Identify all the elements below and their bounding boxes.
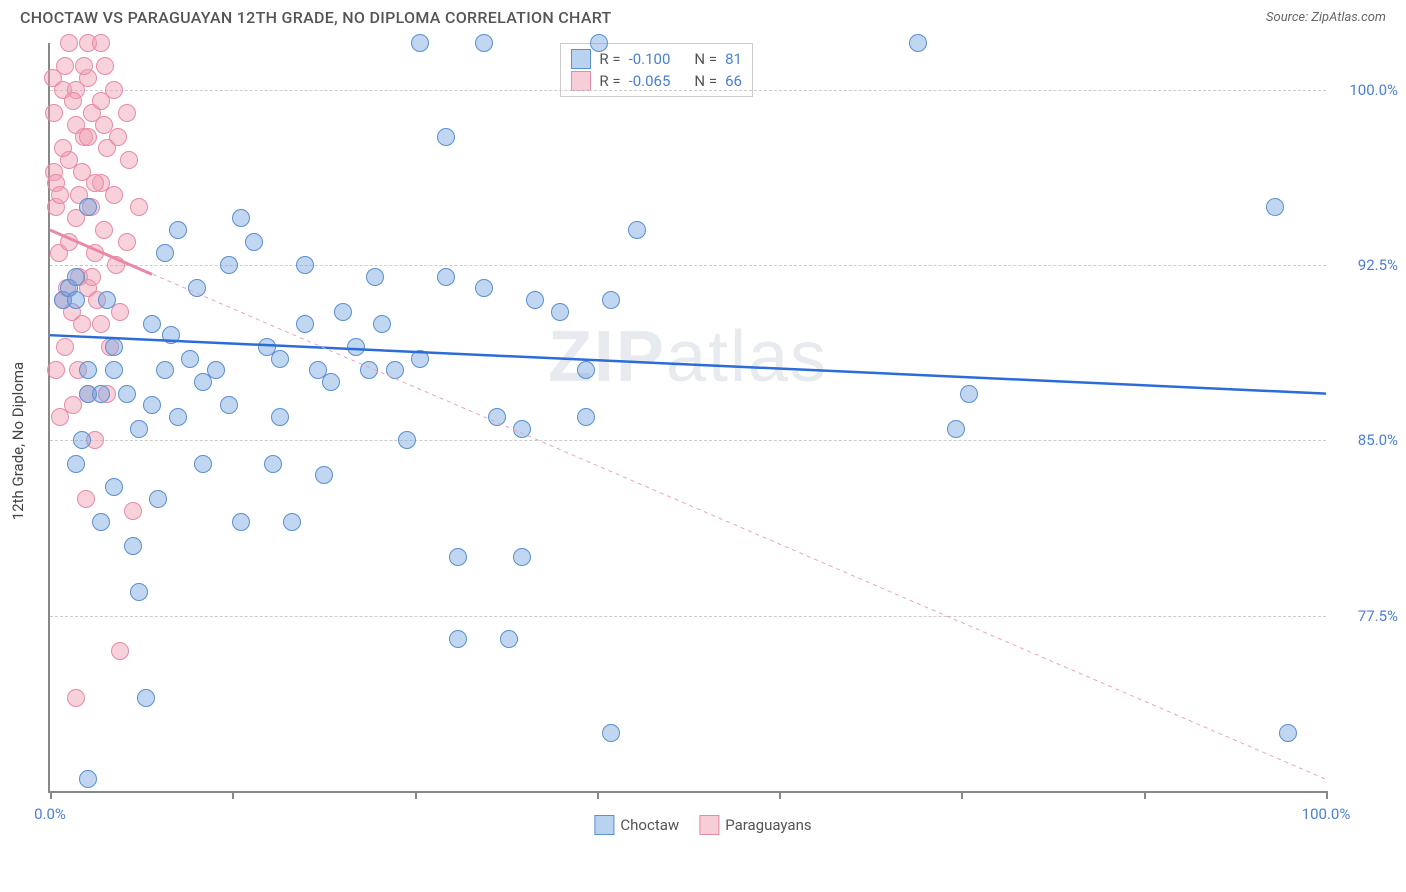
x-tick-label: 100.0% <box>1302 805 1351 823</box>
trend-overlay <box>50 43 1326 791</box>
legend-item: Paraguayans <box>699 815 811 835</box>
y-tick-label: 77.5% <box>1334 607 1398 625</box>
x-tick-mark <box>1144 791 1146 799</box>
source-attribution: Source: ZipAtlas.com <box>1266 10 1386 25</box>
legend-series: Choctaw Paraguayans <box>594 815 811 835</box>
legend-label: Choctaw <box>620 816 679 834</box>
x-tick-mark <box>961 791 963 799</box>
y-tick-label: 92.5% <box>1334 256 1398 274</box>
y-tick-label: 100.0% <box>1334 81 1398 99</box>
legend-label: Paraguayans <box>725 816 811 834</box>
x-tick-label: 0.0% <box>34 805 66 823</box>
legend-swatch-pink <box>699 815 719 835</box>
legend-swatch-blue <box>594 815 614 835</box>
x-tick-mark <box>779 791 781 799</box>
legend-item: Choctaw <box>594 815 679 835</box>
correlation-chart: 12th Grade, No Diploma ZIPatlas R = -0.1… <box>0 31 1406 851</box>
x-tick-mark <box>597 791 599 799</box>
x-tick-mark <box>415 791 417 799</box>
x-tick-mark <box>232 791 234 799</box>
y-tick-label: 85.0% <box>1334 431 1398 449</box>
plot-area: ZIPatlas R = -0.100 N = 81 R = -0.065 N … <box>48 43 1326 793</box>
chart-header: CHOCTAW VS PARAGUAYAN 12TH GRADE, NO DIP… <box>0 0 1406 31</box>
y-axis-label: 12th Grade, No Diploma <box>9 362 27 520</box>
x-tick-mark <box>1326 791 1328 799</box>
chart-title: CHOCTAW VS PARAGUAYAN 12TH GRADE, NO DIP… <box>20 8 612 27</box>
x-tick-mark <box>50 791 52 799</box>
